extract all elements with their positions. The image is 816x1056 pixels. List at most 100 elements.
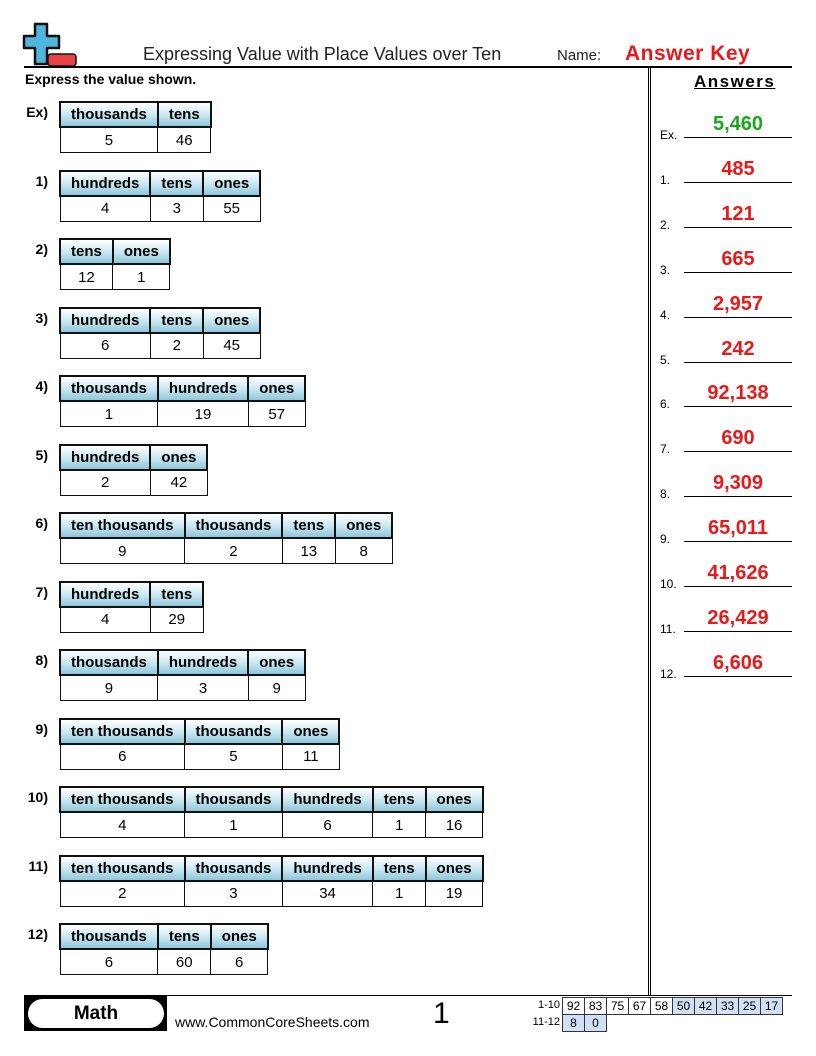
place-header: thousands bbox=[59, 923, 159, 950]
answers-divider bbox=[648, 68, 651, 996]
problem-label: 5) bbox=[35, 446, 48, 463]
place-value: 4 bbox=[59, 811, 186, 838]
place-value: 60 bbox=[157, 948, 212, 975]
place-header: ones bbox=[247, 375, 307, 402]
problem-label: Ex) bbox=[26, 104, 48, 120]
answer-value: 26,429 bbox=[707, 606, 769, 629]
answer-item: 8. 9,309 bbox=[660, 472, 792, 501]
footer-divider bbox=[24, 995, 792, 996]
answer-value: 9,309 bbox=[712, 472, 764, 495]
answer-item: Ex. 5,460 bbox=[660, 113, 792, 142]
answer-value: 5,460 bbox=[712, 113, 764, 135]
place-header: hundreds bbox=[58, 580, 152, 608]
answer-line bbox=[684, 271, 792, 273]
answer-value: 242 bbox=[721, 337, 755, 360]
score-cell: 8 bbox=[562, 1014, 585, 1032]
score-cell: 75 bbox=[606, 997, 629, 1015]
answer-item: 11. 26,429 bbox=[660, 607, 792, 636]
place-header: tens bbox=[149, 580, 205, 608]
answer-number: 11. bbox=[660, 621, 676, 636]
score-cell: 83 bbox=[584, 997, 607, 1015]
place-header: tens bbox=[371, 786, 427, 813]
place-header: ones bbox=[209, 923, 269, 950]
place-value-table: thousands tens ones 6 60 6 bbox=[59, 923, 269, 975]
answer-line bbox=[684, 496, 792, 498]
place-value-table: thousands hundreds ones 9 3 9 bbox=[59, 649, 307, 701]
place-header: ones bbox=[149, 443, 209, 471]
page-number: 1 bbox=[433, 997, 450, 1030]
answer-item: 12. 6,606 bbox=[660, 652, 792, 681]
answer-item: 10. 41,626 bbox=[660, 562, 792, 591]
answer-item: 9. 65,011 bbox=[660, 517, 792, 546]
answer-number: Ex. bbox=[660, 128, 678, 142]
score-cell: 0 bbox=[584, 1014, 607, 1032]
answer-value: 121 bbox=[721, 202, 755, 225]
place-value: 57 bbox=[247, 400, 306, 427]
place-value: 2 bbox=[184, 537, 283, 564]
place-header: thousands bbox=[183, 854, 284, 882]
answer-line bbox=[684, 181, 792, 183]
name-label: Name: bbox=[557, 47, 602, 64]
place-header: ten thousands bbox=[59, 786, 186, 813]
place-header: hundreds bbox=[156, 649, 250, 676]
place-value: 29 bbox=[149, 606, 204, 633]
problem-label: 3) bbox=[35, 309, 48, 326]
answer-value: 92,138 bbox=[707, 382, 769, 405]
place-header: ones bbox=[247, 649, 307, 676]
score-row: 1-10 92 83 75 67 58 50 42 33 25 17 bbox=[528, 997, 783, 1015]
place-header: ten thousands bbox=[59, 512, 186, 539]
answer-line bbox=[684, 586, 792, 587]
problem-label: 9) bbox=[35, 720, 48, 737]
problem-label: 7) bbox=[35, 583, 48, 600]
place-value: 12 bbox=[59, 263, 114, 290]
website-link[interactable]: www.CommonCoreSheets.com bbox=[175, 1014, 370, 1030]
place-header: thousands bbox=[183, 512, 284, 539]
place-value: 2 bbox=[59, 880, 186, 907]
place-value-table: ten thousands thousands ones 6 5 11 bbox=[59, 717, 341, 770]
answer-number: 6. bbox=[660, 397, 671, 412]
answer-item: 6. 92,138 bbox=[660, 382, 792, 411]
problem-label: 2) bbox=[35, 241, 48, 257]
answer-line bbox=[684, 451, 792, 453]
place-header: tens bbox=[149, 169, 205, 197]
place-value-table: hundreds tens 4 29 bbox=[58, 580, 205, 633]
answer-number: 12. bbox=[660, 666, 677, 681]
problem-label: 6) bbox=[35, 515, 48, 531]
answer-number: 5. bbox=[660, 352, 671, 367]
place-value: 6 bbox=[281, 811, 374, 838]
answer-line bbox=[684, 630, 792, 632]
place-value-table: hundreds tens ones 4 3 55 bbox=[58, 169, 262, 222]
place-value: 1 bbox=[372, 880, 427, 907]
score-row: 11-12 8 0 bbox=[528, 1014, 607, 1032]
instructions: Express the value shown. bbox=[25, 71, 197, 87]
place-header: thousands bbox=[183, 786, 284, 813]
place-header: hundreds bbox=[281, 854, 374, 882]
score-cell: 50 bbox=[672, 997, 695, 1015]
score-cell: 67 bbox=[628, 997, 651, 1015]
place-header: tens bbox=[156, 101, 212, 128]
place-value: 6 bbox=[210, 948, 269, 975]
answer-item: 1. 485 bbox=[660, 158, 792, 187]
place-value: 55 bbox=[202, 195, 261, 222]
place-value: 19 bbox=[157, 400, 249, 427]
answers-title: Answers bbox=[694, 72, 776, 91]
place-value-table: hundreds ones 2 42 bbox=[58, 443, 209, 496]
answer-item: 7. 690 bbox=[660, 427, 792, 456]
place-header: thousands bbox=[59, 649, 159, 676]
score-cell: 42 bbox=[694, 997, 717, 1015]
score-cell: 92 bbox=[562, 997, 585, 1015]
answer-number: 7. bbox=[660, 442, 671, 457]
name-value: Answer Key bbox=[625, 42, 751, 65]
score-row-label: 1-10 bbox=[537, 999, 560, 1011]
place-value: 1 bbox=[372, 811, 427, 838]
place-header: thousands bbox=[59, 101, 159, 128]
answer-line bbox=[684, 226, 792, 228]
score-row-label: 11-12 bbox=[532, 1016, 560, 1028]
answer-number: 3. bbox=[660, 262, 671, 277]
place-value: 9 bbox=[247, 674, 306, 701]
problem-label: 11) bbox=[28, 857, 48, 874]
place-value: 3 bbox=[149, 195, 204, 222]
place-header: ones bbox=[424, 786, 484, 813]
place-value: 3 bbox=[157, 674, 249, 701]
place-header: hundreds bbox=[58, 306, 152, 334]
